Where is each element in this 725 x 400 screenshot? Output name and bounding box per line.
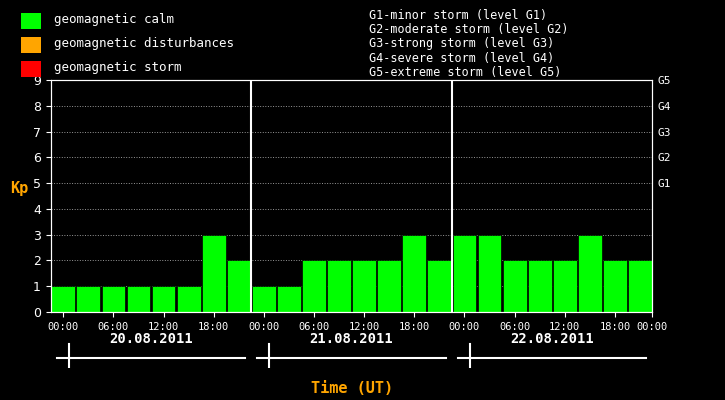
FancyBboxPatch shape [21, 37, 41, 53]
Bar [277, 286, 301, 312]
Bar [152, 286, 175, 312]
Text: G4-severe storm (level G4): G4-severe storm (level G4) [370, 52, 555, 65]
Bar [553, 260, 576, 312]
Bar [177, 286, 201, 312]
Bar [428, 260, 451, 312]
Text: G5-extreme storm (level G5): G5-extreme storm (level G5) [370, 66, 562, 79]
Bar [628, 260, 652, 312]
Bar [51, 286, 75, 312]
Bar [252, 286, 276, 312]
Text: G1-minor storm (level G1): G1-minor storm (level G1) [370, 9, 547, 22]
Bar [402, 235, 426, 312]
Bar [478, 235, 502, 312]
FancyBboxPatch shape [21, 61, 41, 77]
Bar [127, 286, 150, 312]
Bar [352, 260, 376, 312]
Bar [502, 260, 526, 312]
Bar [76, 286, 100, 312]
Bar [102, 286, 125, 312]
Text: G2-moderate storm (level G2): G2-moderate storm (level G2) [370, 23, 569, 36]
Bar [327, 260, 351, 312]
Text: Time (UT): Time (UT) [310, 381, 393, 396]
Bar [578, 235, 602, 312]
Text: 22.08.2011: 22.08.2011 [510, 332, 594, 346]
Text: geomagnetic calm: geomagnetic calm [54, 14, 174, 26]
FancyBboxPatch shape [21, 13, 41, 29]
Text: G3-strong storm (level G3): G3-strong storm (level G3) [370, 38, 555, 50]
Text: 20.08.2011: 20.08.2011 [109, 332, 193, 346]
Bar [202, 235, 225, 312]
Bar [603, 260, 627, 312]
Bar [377, 260, 401, 312]
Bar [528, 260, 552, 312]
Y-axis label: Kp: Kp [10, 181, 28, 196]
Text: geomagnetic disturbances: geomagnetic disturbances [54, 38, 233, 50]
Text: geomagnetic storm: geomagnetic storm [54, 62, 181, 74]
Bar [302, 260, 326, 312]
Bar [227, 260, 251, 312]
Text: 21.08.2011: 21.08.2011 [310, 332, 394, 346]
Bar [452, 235, 476, 312]
